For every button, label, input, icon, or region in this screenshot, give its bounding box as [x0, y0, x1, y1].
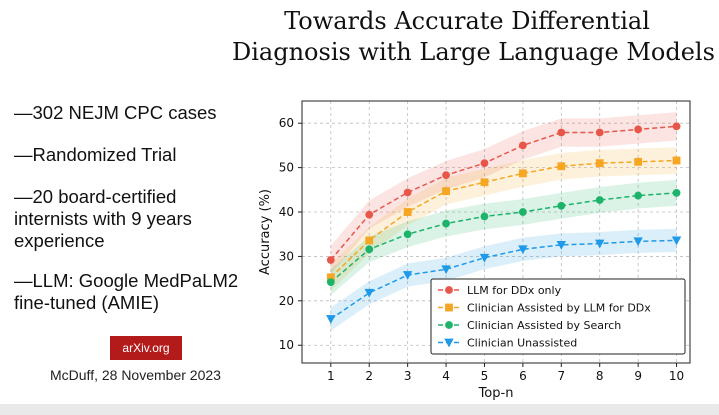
- data-point: [672, 122, 681, 131]
- data-point: [557, 162, 566, 171]
- data-point: [518, 208, 527, 216]
- accuracy-chart: 1 2 3 4 5 6 7 8 9 10 10 20 30 40 50 60 Top-n Accuracy (…: [258, 100, 691, 400]
- axis-ticks: 1 2 3 4 5 6 7 8 9 10 10 20 30 40 50 60: [279, 116, 684, 383]
- x-tick-label: 5: [481, 369, 489, 383]
- data-point: [672, 189, 681, 197]
- legend-marker: [445, 286, 453, 294]
- series-line-3: [330, 192, 677, 283]
- series-markers: [326, 122, 682, 324]
- data-point: [480, 212, 489, 221]
- x-tick-label: 2: [365, 369, 373, 383]
- data-point: [634, 125, 643, 134]
- title-line-2: Diagnosis with Large Language Models: [232, 38, 715, 66]
- legend: LLM for DDx only Clinician Assisted by LL…: [430, 278, 686, 355]
- data-point: [402, 271, 413, 280]
- series-band-3: [330, 180, 677, 296]
- series-line-2: [330, 159, 677, 278]
- series-line-1: [330, 125, 677, 261]
- y-tick-label: 50: [279, 161, 294, 175]
- data-point: [326, 256, 335, 264]
- data-point: [633, 237, 643, 247]
- data-point: [480, 159, 489, 168]
- data-point: [365, 236, 374, 245]
- data-point: [403, 188, 412, 197]
- legend-label: LLM for DDx only: [467, 284, 562, 297]
- data-point: [365, 210, 374, 219]
- data-point: [365, 245, 374, 254]
- x-tick-label: 3: [404, 369, 412, 383]
- data-point: [634, 191, 643, 200]
- y-axis-label: Accuracy (%): [258, 189, 273, 275]
- data-point: [326, 278, 335, 287]
- data-point: [671, 236, 682, 246]
- y-tick-label: 10: [279, 338, 294, 352]
- arxiv-badge[interactable]: arXiv.org: [110, 336, 182, 360]
- legend-marker: [445, 321, 453, 329]
- x-tick-label: 8: [596, 369, 604, 383]
- data-point: [442, 187, 450, 196]
- x-axis-label: Top-n: [478, 386, 514, 400]
- plot-frame: [301, 100, 691, 364]
- bullet-item: —LLM: Google MedPaLM2 fine-tuned (AMIE): [14, 270, 239, 313]
- data-point: [403, 230, 412, 239]
- data-point: [364, 288, 374, 298]
- x-tick-label: 7: [557, 369, 565, 383]
- data-point: [634, 157, 643, 166]
- data-point: [595, 196, 604, 204]
- data-point: [595, 128, 604, 137]
- data-point: [672, 156, 681, 165]
- data-point: [479, 253, 490, 263]
- legend-label: Clinician Unassisted: [467, 337, 577, 350]
- data-point: [556, 240, 567, 250]
- x-tick-label: 1: [327, 369, 335, 383]
- data-point: [326, 315, 336, 324]
- bullet-item: —302 NEJM CPC cases: [14, 102, 217, 123]
- data-point: [442, 219, 450, 228]
- x-tick-label: 4: [442, 369, 450, 383]
- bullet-item: —20 board-certified internists with 9 ye…: [14, 186, 192, 251]
- bullet-item: —Randomized Trial: [14, 144, 177, 165]
- legend-label: Clinician Assisted by LLM for DDx: [467, 302, 651, 315]
- data-point: [403, 208, 412, 216]
- y-tick-label: 40: [279, 205, 294, 219]
- series-band-1: [330, 112, 677, 275]
- data-point: [518, 245, 528, 255]
- y-tick-label: 30: [279, 249, 294, 263]
- y-tick-label: 60: [279, 116, 294, 130]
- data-point: [518, 141, 527, 150]
- title-line-1: Towards Accurate Differential: [284, 7, 650, 35]
- series-line-4: [330, 239, 677, 320]
- series-band-4: [330, 228, 677, 331]
- x-tick-label: 10: [669, 369, 684, 383]
- x-tick-label: 6: [519, 369, 527, 383]
- data-point: [442, 171, 450, 180]
- data-point: [518, 169, 527, 178]
- y-tick-label: 20: [279, 294, 294, 308]
- byline: McDuff, 28 November 2023: [50, 367, 221, 383]
- slide-title: Towards Accurate Differential Diagnosis …: [232, 6, 715, 68]
- legend-label: Clinician Assisted by Search: [467, 319, 621, 332]
- bullet-list: —302 NEJM CPC cases —Randomized Trial —2…: [14, 102, 244, 334]
- legend-marker: [444, 338, 454, 348]
- data-point: [595, 159, 604, 168]
- data-point: [595, 239, 605, 249]
- legend-marker: [445, 303, 453, 312]
- data-point: [441, 265, 451, 275]
- series-lines: [330, 125, 677, 320]
- bottom-bar: [0, 404, 719, 415]
- x-tick-label: 9: [634, 369, 642, 383]
- legend-box: [430, 278, 686, 355]
- data-point: [557, 128, 566, 137]
- data-point: [557, 201, 566, 210]
- data-point: [480, 178, 489, 187]
